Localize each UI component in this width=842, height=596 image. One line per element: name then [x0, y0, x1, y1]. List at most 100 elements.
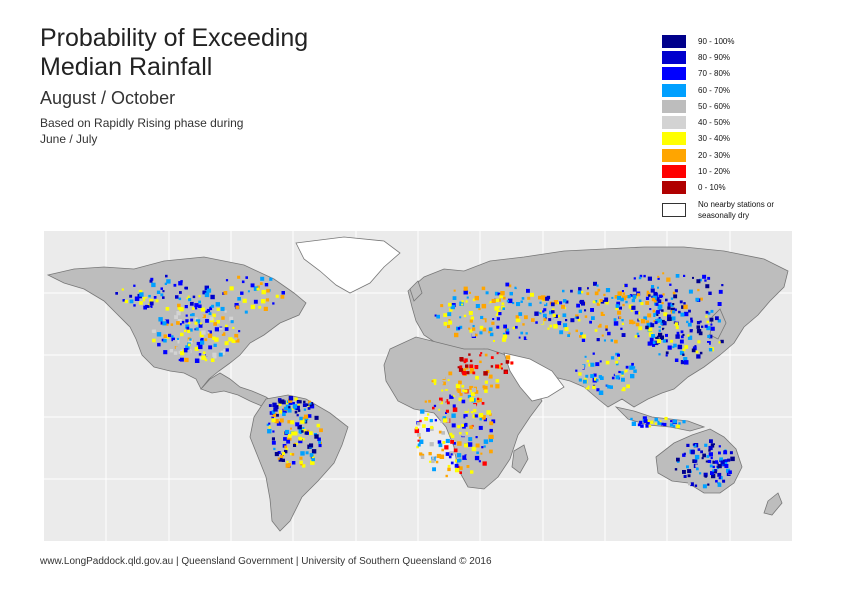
probability-cell [505, 330, 510, 335]
probability-cell [183, 348, 189, 353]
probability-cell [564, 327, 569, 331]
probability-cell [596, 384, 599, 387]
probability-cell [479, 360, 482, 364]
probability-cell [213, 322, 217, 326]
probability-cell [266, 288, 270, 293]
probability-cell [453, 448, 458, 453]
probability-cell [692, 330, 696, 334]
probability-cell [701, 325, 704, 328]
probability-cell [450, 461, 454, 465]
probability-cell [432, 379, 437, 383]
probability-cell [705, 310, 709, 314]
probability-cell [565, 319, 568, 322]
probability-cell [682, 420, 686, 424]
probability-cell [279, 410, 283, 414]
probability-cell [690, 358, 694, 362]
probability-cell [594, 329, 598, 332]
probability-cell [230, 320, 234, 324]
probability-cell [244, 310, 248, 314]
probability-cell [620, 327, 623, 330]
probability-cell [607, 331, 611, 336]
probability-cell [620, 306, 624, 310]
probability-cell [191, 352, 196, 356]
probability-cell [272, 402, 277, 408]
probability-cell [464, 407, 469, 412]
probability-cell [476, 310, 480, 314]
probability-cell [181, 323, 186, 328]
probability-cell [478, 425, 483, 430]
probability-cell [199, 331, 202, 334]
probability-cell [578, 372, 582, 376]
probability-cell [596, 322, 600, 326]
probability-cell [434, 419, 437, 422]
probability-cell [542, 310, 545, 313]
probability-cell [442, 441, 446, 444]
probability-cell [445, 474, 448, 478]
probability-cell [447, 328, 451, 333]
probability-cell [621, 373, 624, 377]
probability-cell [689, 463, 694, 468]
probability-cell [654, 340, 659, 346]
probability-cell [156, 290, 161, 294]
probability-cell [704, 279, 707, 282]
probability-cell [645, 325, 649, 330]
probability-cell [515, 315, 519, 319]
probability-cell [556, 309, 560, 313]
probability-cell [467, 395, 471, 399]
probability-cell [692, 443, 695, 446]
probability-cell [588, 287, 591, 290]
probability-cell [667, 345, 672, 350]
probability-cell [461, 300, 464, 303]
probability-cell [658, 318, 662, 323]
probability-cell [314, 415, 319, 420]
probability-cell [469, 369, 475, 374]
probability-cell [475, 443, 480, 448]
probability-cell [531, 297, 534, 300]
probability-cell [309, 404, 315, 409]
probability-cell [695, 297, 700, 302]
probability-cell [692, 276, 694, 279]
probability-cell [311, 449, 317, 454]
probability-cell [575, 369, 578, 372]
probability-cell [646, 290, 649, 293]
probability-cell [640, 318, 646, 324]
probability-cell [476, 397, 480, 400]
probability-cell [272, 412, 277, 417]
probability-cell [460, 413, 464, 416]
probability-cell [471, 333, 476, 337]
probability-cell [667, 302, 672, 307]
probability-cell [417, 439, 420, 442]
probability-cell [707, 463, 711, 466]
probability-cell [682, 332, 685, 335]
probability-cell [664, 339, 668, 343]
probability-cell [670, 307, 676, 313]
probability-cell [173, 283, 177, 287]
probability-cell [229, 286, 234, 291]
probability-cell [481, 286, 486, 291]
probability-cell [440, 382, 444, 385]
probability-cell [675, 326, 679, 330]
probability-cell [474, 295, 479, 301]
probability-cell [250, 304, 256, 310]
probability-cell [427, 413, 430, 416]
probability-cell [483, 418, 487, 422]
probability-cell [682, 470, 686, 474]
probability-cell [615, 360, 619, 364]
probability-cell [198, 295, 201, 298]
probability-cell [584, 315, 588, 318]
probability-cell [630, 417, 633, 421]
probability-cell [220, 350, 225, 355]
probability-cell [194, 321, 198, 325]
probability-cell [534, 311, 539, 316]
probability-cell [462, 371, 467, 376]
probability-cell [122, 299, 125, 302]
probability-cell [605, 328, 608, 331]
probability-cell [293, 431, 298, 436]
legend-label: 0 - 10% [698, 183, 726, 193]
probability-cell [468, 327, 471, 330]
probability-cell [481, 441, 484, 444]
probability-cell [715, 316, 719, 321]
probability-cell [619, 306, 622, 310]
probability-cell [482, 327, 487, 332]
probability-cell [586, 360, 589, 363]
